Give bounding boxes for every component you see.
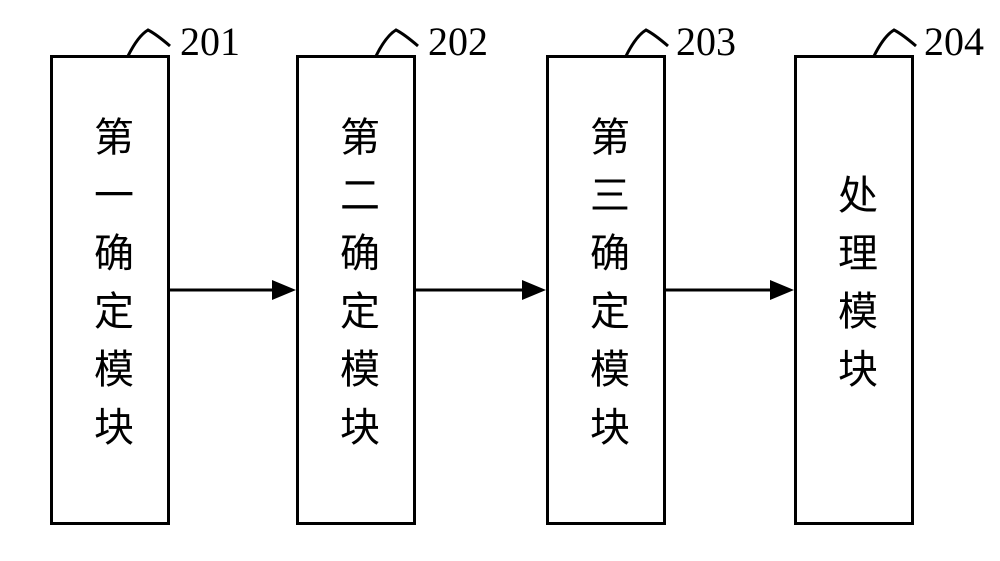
module-box-1: 第一确定模块 [50,55,170,525]
tick-1 [120,26,180,60]
module-label-4: 处理模块 [825,174,883,406]
tick-3 [618,26,678,60]
ref-num-2: 202 [428,18,488,65]
module-box-4: 处理模块 [794,55,914,525]
ref-num-1: 201 [180,18,240,65]
flowchart-diagram: 第一确定模块 201 第二确定模块 202 第三确定模块 203 处理模块 20… [0,0,1000,561]
module-box-3: 第三确定模块 [546,55,666,525]
tick-4 [866,26,926,60]
tick-2 [368,26,428,60]
arrow-3-4 [666,276,794,304]
arrow-2-3 [416,276,546,304]
module-box-2: 第二确定模块 [296,55,416,525]
ref-num-3: 203 [676,18,736,65]
ref-num-4: 204 [924,18,984,65]
arrow-1-2 [170,276,296,304]
module-label-3: 第三确定模块 [577,116,635,464]
module-label-2: 第二确定模块 [327,116,385,464]
module-label-1: 第一确定模块 [81,116,139,464]
